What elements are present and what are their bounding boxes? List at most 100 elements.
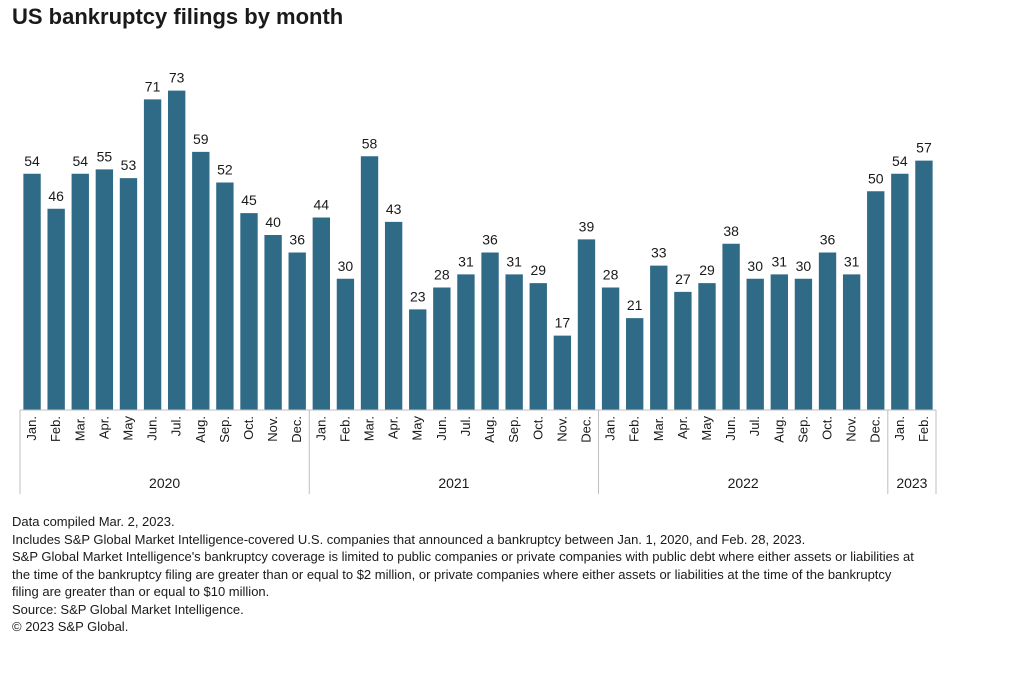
x-tick-label: Dec. [289, 416, 304, 443]
x-tick-label: May [410, 416, 425, 441]
bar-value-label: 21 [627, 297, 643, 313]
bar [553, 335, 572, 410]
bar-value-label: 30 [338, 258, 354, 274]
bar [626, 318, 644, 410]
x-tick-label: Sep. [217, 416, 232, 443]
bar-value-label: 17 [555, 315, 571, 331]
bar-value-label: 43 [386, 201, 402, 217]
bar-value-label: 36 [289, 232, 305, 248]
x-tick-label: Jun. [434, 416, 449, 441]
bar [457, 274, 475, 410]
bar-value-label: 29 [699, 262, 715, 278]
x-tick-label: Mar. [362, 416, 377, 441]
bar-value-label: 54 [24, 153, 40, 169]
bar-value-label: 57 [916, 140, 932, 156]
bar [674, 291, 692, 410]
bar [818, 252, 837, 410]
x-tick-label: Jan. [24, 416, 39, 441]
bar [505, 274, 523, 410]
bar [770, 274, 788, 410]
bar-value-label: 55 [97, 148, 113, 164]
x-tick-label: Jul. [747, 416, 762, 436]
bar [240, 213, 258, 410]
bar [577, 239, 596, 410]
bar-value-label: 39 [579, 218, 595, 234]
bar [312, 217, 330, 410]
x-tick-label: Jan. [892, 416, 907, 441]
bar-value-label: 50 [868, 170, 884, 186]
bar-value-label: 23 [410, 288, 426, 304]
bar [601, 287, 620, 410]
chart-title: US bankruptcy filings by month [12, 4, 344, 29]
bar-value-label: 58 [362, 135, 378, 151]
bar-value-label: 36 [482, 232, 498, 248]
bar-value-label: 71 [145, 78, 161, 94]
x-tick-label: Sep. [795, 416, 810, 443]
x-tick-label: Nov. [265, 416, 280, 442]
x-tick-label: Jul. [458, 416, 473, 436]
x-tick-label: Oct. [820, 416, 835, 440]
x-tick-label: Nov. [554, 416, 569, 442]
bar [47, 208, 65, 410]
bar [71, 173, 89, 410]
year-group-label: 2022 [728, 475, 759, 491]
bar-value-label: 38 [723, 223, 739, 239]
x-tick-label: Jun. [145, 416, 160, 441]
note-copyright: © 2023 S&P Global. [12, 619, 129, 634]
bar [481, 252, 499, 410]
note-source: Source: S&P Global Market Intelligence. [12, 601, 244, 617]
bar [650, 265, 668, 410]
bar-value-label: 45 [241, 192, 257, 208]
x-tick-label: May [120, 416, 135, 441]
bar-value-label: 29 [530, 262, 546, 278]
x-tick-label: Oct. [530, 416, 545, 440]
chart-notes: Data compiled Mar. 2, 2023. Includes S&P… [12, 513, 917, 636]
bar-value-label: 31 [506, 253, 522, 269]
bar [360, 156, 379, 410]
bar [384, 221, 403, 410]
note-includes: Includes S&P Global Market Intelligence-… [12, 531, 806, 547]
x-tick-label: Feb. [627, 416, 642, 442]
bar [192, 151, 210, 410]
bar [722, 243, 740, 410]
bar [891, 173, 909, 410]
bar-value-label: 28 [603, 267, 619, 283]
x-tick-label: Aug. [482, 416, 497, 443]
bar-value-label: 30 [796, 258, 812, 274]
x-tick-label: Oct. [241, 416, 256, 440]
bar [915, 160, 933, 410]
x-tick-label: May [699, 416, 714, 441]
bar [143, 99, 162, 410]
x-tick-label: Sep. [506, 416, 521, 443]
bar [336, 278, 355, 410]
x-tick-label: Dec. [868, 416, 883, 443]
bar-value-label: 36 [820, 232, 836, 248]
x-tick-label: Mar. [651, 416, 666, 441]
bar-value-label: 27 [675, 271, 691, 287]
bar-value-label: 33 [651, 245, 667, 261]
bar [119, 178, 138, 410]
bar-value-label: 53 [121, 157, 137, 173]
bar [216, 182, 234, 410]
x-tick-label: Mar. [72, 416, 87, 441]
bar-value-label: 31 [844, 253, 860, 269]
note-compiled: Data compiled Mar. 2, 2023. [12, 514, 175, 529]
year-group-label: 2021 [438, 475, 469, 491]
x-tick-label: Feb. [916, 416, 931, 442]
x-tick-label: Apr. [386, 416, 401, 439]
bar-value-label: 52 [217, 162, 233, 178]
bar [95, 169, 114, 410]
x-tick-label: Apr. [675, 416, 690, 439]
x-tick-label: Dec. [578, 416, 593, 443]
bar [794, 278, 813, 410]
bar [409, 309, 427, 410]
bar-value-label: 54 [72, 153, 88, 169]
x-tick-label: Feb. [48, 416, 63, 442]
year-group-label: 2023 [896, 475, 927, 491]
bar-value-label: 40 [265, 214, 281, 230]
bar [698, 283, 716, 410]
bar [288, 252, 306, 410]
bar-value-label: 30 [747, 258, 763, 274]
bar [168, 90, 186, 410]
bar-value-label: 31 [772, 253, 788, 269]
